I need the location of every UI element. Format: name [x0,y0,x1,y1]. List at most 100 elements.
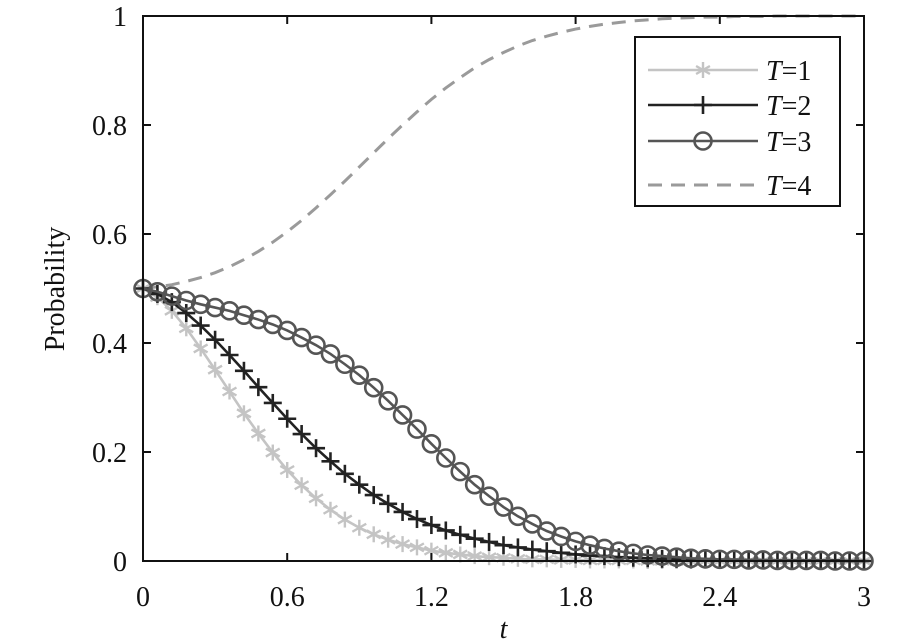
data-point-t3 [335,354,355,375]
data-point-t3 [594,538,615,559]
data-point-t1 [308,490,324,507]
data-point-t3 [609,541,629,561]
data-point-t2 [451,525,470,544]
x-axis-label: t [500,614,509,643]
series-t4 [142,14,864,290]
data-point-t3 [724,549,745,570]
data-point-t3 [637,545,658,565]
legend: T=1 T=2 T=3 T=4 [634,36,841,207]
data-point-t1 [452,546,468,563]
data-point-t1 [366,526,382,543]
y-tick-label: 0.2 [92,438,127,469]
data-point-t3 [306,335,326,355]
data-point-t1 [438,544,454,561]
data-point-t3 [421,434,442,454]
data-point-t1 [279,461,295,478]
data-point-t1 [265,444,281,461]
y-tick-label: 0.6 [92,220,127,251]
data-point-t2 [335,464,354,483]
data-point-t3 [320,344,341,364]
data-point-t3 [176,290,197,311]
data-point-t2 [364,486,383,505]
data-point-t2 [249,378,268,397]
data-point-t2 [494,536,513,555]
data-point-t3 [695,549,716,569]
data-point-t2 [537,542,556,561]
legend-item-t1: T=1 [648,56,811,87]
data-point-t3 [753,550,773,570]
data-point-t2 [292,425,311,444]
series-line-t4 [142,14,864,290]
data-point-t2 [422,516,441,535]
legend-item-t4: T=4 [648,171,811,202]
legend-box [634,36,841,207]
data-point-t2 [523,540,542,559]
data-point-t2 [407,510,426,529]
data-point-t1 [207,361,223,378]
data-point-t3 [407,419,427,439]
data-point-t1 [294,477,310,494]
data-point-t1 [380,531,396,548]
data-point-t3 [205,297,225,318]
legend-marker [693,131,713,151]
x-tick-label: 0.6 [270,582,305,613]
data-point-t2 [206,330,225,349]
data-point-t1 [481,549,497,566]
data-point-t1 [178,320,194,337]
data-point-t1 [221,383,238,400]
data-point-t1 [409,539,425,556]
y-tick-label: 1 [113,2,127,33]
data-point-t3 [479,486,499,506]
data-point-t1 [193,340,209,357]
data-point-t1 [322,501,338,518]
data-point-t3 [363,377,384,398]
data-point-t2 [191,316,210,335]
data-point-t3 [738,550,759,570]
data-point-t2 [552,543,571,562]
data-point-t3 [709,549,730,570]
data-point-t3 [349,365,370,385]
data-point-t1 [250,425,266,442]
data-point-t3 [580,535,600,555]
data-point-t1 [337,511,353,528]
data-point-t2 [177,304,196,323]
x-tick-label: 2.4 [702,582,737,613]
y-axis-label: Probability [40,227,71,351]
data-point-t2 [508,538,527,557]
legend-label: T=1 [766,56,811,87]
x-tick-label: 1.2 [414,582,449,613]
data-point-t3 [652,546,672,566]
legend-marker [695,62,711,78]
data-point-t2 [379,494,398,513]
data-point-t2 [307,439,326,458]
x-tick-label: 3 [857,582,871,613]
data-point-t2 [393,502,412,521]
data-point-t1 [236,405,252,422]
data-point-t2 [321,452,340,471]
data-point-t2 [480,532,499,551]
data-point-t2 [234,361,253,380]
legend-label: T=3 [766,127,811,158]
data-point-t3 [378,390,398,411]
y-tick-label: 0 [113,547,127,578]
data-point-t1 [395,536,411,553]
data-point-t2 [436,521,455,540]
data-point-t2 [263,393,282,412]
data-point-t2 [465,529,484,548]
data-point-t3 [681,548,701,569]
data-point-t2 [350,475,369,494]
data-point-t3 [190,294,211,315]
data-point-t3 [464,474,485,495]
data-point-t2 [278,409,297,428]
x-tick-label: 1.8 [558,582,593,613]
data-point-t3 [565,531,586,552]
data-point-t3 [436,448,456,468]
legend-item-t2: T=2 [648,91,811,122]
data-point-t3 [392,405,413,425]
data-point-t3 [450,461,471,482]
tick-layer: 0 0.6 1.2 1.8 2.4 3 0 0.2 0.4 0.6 0.8 1 [92,2,871,613]
y-tick-label: 0.8 [92,111,127,142]
legend-marker [694,96,712,114]
legend-label: T=2 [766,91,811,122]
legend-item-t3: T=3 [648,127,811,158]
